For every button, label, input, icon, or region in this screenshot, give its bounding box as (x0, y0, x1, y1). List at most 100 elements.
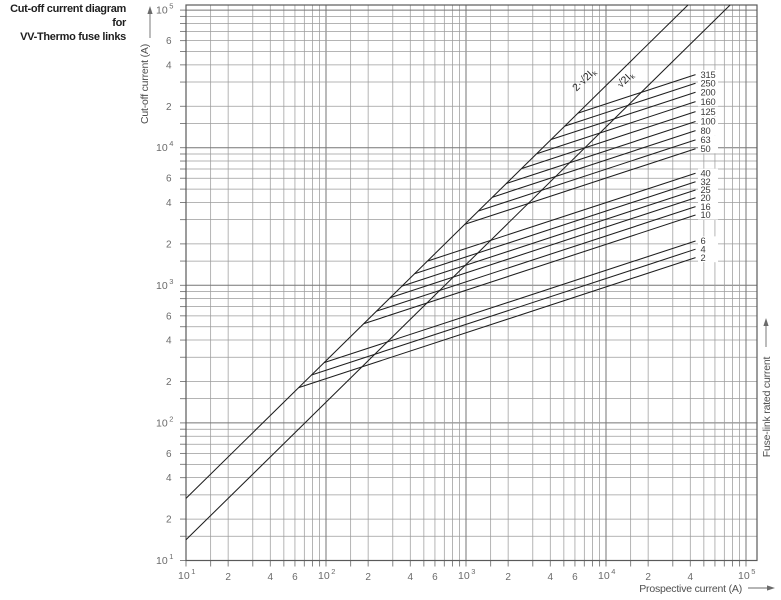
right-axis-arrow-icon (763, 318, 769, 326)
fuse-curve-32 (414, 181, 696, 275)
fuse-curve-label-bg (698, 116, 719, 127)
y-tick-label: 4 (166, 198, 172, 209)
grid-lines (180, 5, 757, 567)
fuse-curve-50 (464, 148, 696, 225)
fuse-curve-16 (376, 206, 696, 312)
fuse-curve-label-bg (698, 236, 719, 246)
fuse-curve-label-6: 6 (701, 236, 706, 246)
y-tick-label: 2 (166, 239, 172, 250)
x-tick-label: 4 (548, 572, 554, 583)
y-tick-label: 10 3 (156, 277, 173, 292)
y-tick-label: 6 (166, 174, 172, 185)
y-axis-arrow-icon (147, 6, 153, 14)
fuse-curve-4 (311, 248, 696, 376)
x-axis-arrow-icon (767, 585, 775, 591)
y-tick-label: 6 (166, 449, 172, 460)
fuse-curve-label-bg (698, 97, 719, 107)
x-tick-label: 4 (408, 572, 414, 583)
plot-border (185, 4, 758, 562)
fuse-curve-6 (323, 240, 696, 364)
fuse-curve-label-bg (698, 202, 719, 212)
reference-line-sqrt2Ik (185, 4, 731, 541)
y-axis-title: Cut-off current (A) (139, 44, 151, 124)
fuse-curve-100 (506, 121, 696, 184)
fuse-curve-20 (389, 197, 696, 299)
fuse-curve-label-bg (698, 78, 719, 88)
x-tick-label: 10 5 (738, 567, 755, 582)
fuse-curve-label-25: 25 (701, 185, 711, 195)
fuse-curve-label-50: 50 (701, 144, 711, 154)
fuse-curve-10 (363, 214, 696, 325)
fuse-curve-label-bg (698, 144, 719, 154)
x-tick-label: 2 (645, 572, 651, 583)
chart-title: Cut-off current diagram for VV-Thermo fu… (1, 2, 126, 44)
y-tick-label: 2 (166, 377, 172, 388)
fuse-curve-80 (492, 130, 696, 198)
fuse-curve-200 (550, 91, 696, 141)
y-tick-label: 6 (166, 311, 172, 322)
fuse-curve-label-bg (698, 168, 719, 178)
fuse-curve-label-bg (698, 177, 719, 187)
x-tick-label: 4 (268, 572, 274, 583)
x-tick-label: 10 3 (458, 567, 475, 582)
fuse-curve-label-bg (698, 87, 719, 97)
fuse-curve-label-32: 32 (701, 177, 711, 187)
fuse-curve-label-bg (698, 126, 719, 136)
chart-title-line1: Cut-off current diagram for (10, 3, 126, 30)
chart-title-line2: VV-Thermo fuse links (20, 31, 126, 44)
fuse-curve-label-bg (698, 185, 719, 195)
fuse-curve-label-4: 4 (701, 244, 706, 254)
y-tick-label: 10 5 (156, 2, 173, 17)
fuse-curve-label-40: 40 (701, 168, 711, 178)
x-tick-label: 2 (225, 572, 231, 583)
fuse-curve-label-bg (698, 69, 719, 80)
fuse-curve-label-63: 63 (701, 135, 711, 145)
fuse-curve-160 (536, 101, 696, 155)
fuse-curve-label-80: 80 (701, 126, 711, 136)
fuse-curve-label-125: 125 (701, 107, 716, 117)
fuse-curve-125 (521, 111, 696, 170)
fuse-curve-label-bg (698, 244, 719, 254)
fuse-curve-label-bg (698, 193, 719, 203)
fuse-curve-label-200: 200 (701, 87, 716, 97)
y-tick-label: 10 4 (156, 139, 173, 154)
fuse-curve-label-250: 250 (701, 78, 716, 88)
y-tick-label: 6 (166, 36, 172, 47)
y-tick-label: 4 (166, 473, 172, 484)
x-tick-label: 2 (505, 572, 511, 583)
x-axis-title: Prospective current (A) (639, 583, 742, 595)
fuse-curve-label-bg (698, 106, 719, 117)
fuse-curve-label-2: 2 (701, 253, 706, 263)
reference-line-2sqrt2Ik (185, 4, 689, 499)
y-tick-label: 10 2 (156, 414, 173, 429)
x-tick-label: 10 2 (318, 567, 335, 582)
y-tick-label: 4 (166, 60, 172, 71)
fuse-curve-25 (401, 189, 696, 287)
reference-line-label: √2Ik (615, 69, 638, 92)
fuse-curve-label-bg (698, 252, 719, 263)
x-tick-label: 4 (688, 572, 694, 583)
fuse-curve-label-bg (698, 135, 719, 145)
fuse-curve-2 (298, 257, 696, 389)
x-tick-label: 6 (292, 572, 298, 583)
fuse-curve-label-315: 315 (701, 70, 716, 80)
fuse-curve-label-160: 160 (701, 97, 716, 107)
y-tick-label: 4 (166, 336, 172, 347)
fuse-curve-63 (478, 139, 696, 212)
x-tick-label: 6 (572, 572, 578, 583)
x-tick-label: 10 4 (598, 567, 615, 582)
fuse-curve-label-bg (698, 210, 719, 220)
fuse-curve-label-20: 20 (701, 193, 711, 203)
reference-line-label: 2·√2Ik (570, 65, 599, 94)
fuse-curve-250 (564, 82, 696, 127)
right-axis-title: Fuse-link rated current (761, 357, 773, 458)
fuse-curve-label-16: 16 (701, 202, 711, 212)
x-tick-label: 2 (365, 572, 371, 583)
y-tick-label: 2 (166, 515, 172, 526)
fuse-curve-label-10: 10 (701, 210, 711, 220)
fuse-curve-40 (427, 172, 696, 262)
fuse-curve-label-100: 100 (701, 117, 716, 127)
